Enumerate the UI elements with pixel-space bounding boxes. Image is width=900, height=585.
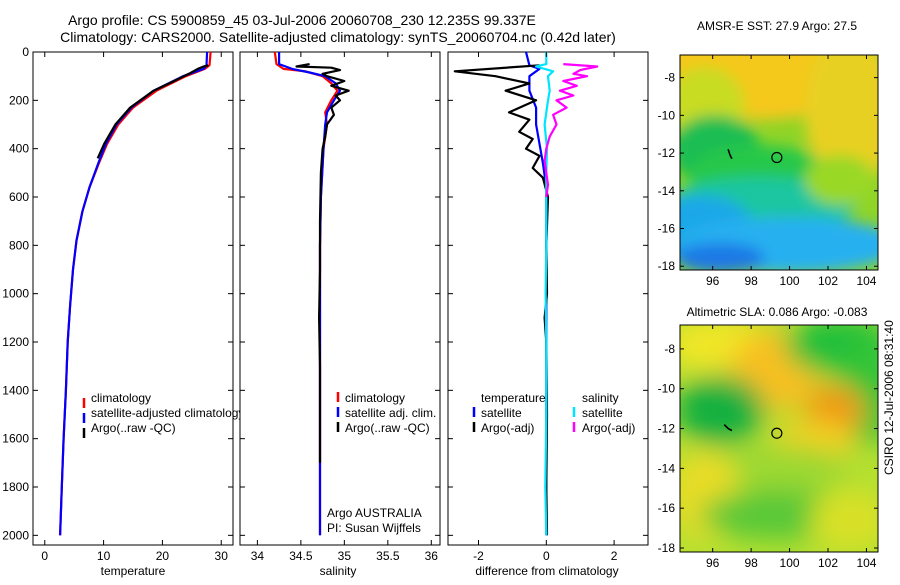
map-y-tick-label: -10 <box>658 382 676 396</box>
x-tick-label: 35 <box>338 549 352 563</box>
y-tick-label: 200 <box>9 93 29 107</box>
figure-title-line-1: Argo profile: CS 5900859_45 03-Jul-2006 … <box>68 12 536 28</box>
legend-title-salinity: salinity <box>582 391 619 405</box>
sla-map-frame <box>679 324 879 553</box>
map-y-tick-label: -18 <box>658 259 676 273</box>
map-x-tick-label: 100 <box>780 556 800 570</box>
sst-map-panel: AMSR-E SST: 27.9 Argo: 27.5 96 98 100 102 10… <box>658 19 879 288</box>
map-y-tick-label: -12 <box>658 422 676 436</box>
map-x-tick-label: 104 <box>856 274 876 288</box>
legend-title-temperature: temperature <box>481 391 546 405</box>
y-tick-label: 0 <box>22 45 29 59</box>
argo-float-position-marker <box>771 427 783 439</box>
x-tick-label: 34.5 <box>289 549 313 563</box>
legend-label-argo: Argo(..raw -QC) <box>345 421 430 435</box>
sst-map-frame <box>679 54 879 271</box>
argo-australia-annotation: Argo AUSTRALIA <box>327 506 422 520</box>
map-y-tick-label: -12 <box>658 146 676 160</box>
map-y-tick-label: -16 <box>658 501 676 515</box>
difference-plot-frame <box>447 51 649 546</box>
temperature-profile-panel: 0 10 20 30 0 200 400 600 800 1000 1200 1400 1600 1800… <box>2 45 244 578</box>
csiro-timestamp: CSIRO 12-Jul-2006 08:31:40 <box>882 320 896 475</box>
map-y-tick-label: -16 <box>658 222 676 236</box>
y-tick-label: 400 <box>9 142 29 156</box>
temperature-legend: climatology satellite-adjusted climatolo… <box>82 391 244 438</box>
sst-heatmap-field <box>680 55 878 270</box>
series-line-salinity-argo-adj <box>543 63 599 198</box>
x-tick-label: 0 <box>41 549 48 563</box>
float-track <box>727 149 733 160</box>
salinity-plot-frame <box>239 51 441 546</box>
map-x-tick-label: 100 <box>780 274 800 288</box>
float-track <box>723 424 733 432</box>
sla-heatmap-field <box>680 325 878 552</box>
legend-label-satellite-adjusted: satellite-adjusted climatology <box>91 406 244 420</box>
map-x-tick-label: 102 <box>818 556 838 570</box>
salinity-profile-panel: 34 34.5 35 35.5 36 salinity climatology sate… <box>239 51 441 578</box>
map-x-tick-label: 104 <box>856 556 876 570</box>
legend-label-temp-argo: Argo(-adj) <box>481 421 534 435</box>
difference-profile-panel: -2 0 2 difference from climatology tempera… <box>447 51 649 578</box>
x-tick-label: 34 <box>251 549 265 563</box>
y-tick-label: 1800 <box>2 480 29 494</box>
map-x-tick-label: 102 <box>818 274 838 288</box>
sla-map-panel: Altimetric SLA: 0.086 Argo: -0.083 96 98 1… <box>658 305 879 570</box>
y-tick-label: 1200 <box>2 335 29 349</box>
x-tick-label: 30 <box>215 549 229 563</box>
map-y-tick-label: -8 <box>664 71 675 85</box>
map-x-tick-label: 96 <box>706 556 720 570</box>
legend-label-sal-satellite: satellite <box>582 406 623 420</box>
legend-label-sal-argo: Argo(-adj) <box>582 421 635 435</box>
argo-float-position-marker <box>771 151 783 164</box>
y-tick-label: 1400 <box>2 383 29 397</box>
x-tick-label: 10 <box>97 549 111 563</box>
temperature-plot-frame <box>32 51 234 546</box>
map-x-tick-label: 98 <box>744 556 758 570</box>
x-tick-label: 20 <box>156 549 170 563</box>
legend-label-climatology: climatology <box>345 391 405 405</box>
legend-label-climatology: climatology <box>91 391 151 405</box>
salinity-legend: climatology satellite adj. clim. Argo(..… <box>336 391 436 435</box>
x-tick-label: 36 <box>425 549 439 563</box>
pi-annotation: PI: Susan Wijffels <box>327 521 421 535</box>
y-tick-label: 2000 <box>2 528 29 542</box>
x-tick-label: -2 <box>473 549 484 563</box>
sst-map-title: AMSR-E SST: 27.9 Argo: 27.5 <box>697 19 857 33</box>
y-tick-label: 1000 <box>2 287 29 301</box>
difference-xlabel: difference from climatology <box>475 564 618 578</box>
map-x-tick-label: 98 <box>744 274 758 288</box>
map-y-tick-label: -18 <box>658 541 676 555</box>
figure-title-line-2: Climatology: CARS2000. Satellite-adjuste… <box>60 29 616 45</box>
map-y-tick-label: -14 <box>658 461 676 475</box>
map-y-tick-label: -8 <box>664 342 675 356</box>
y-tick-label: 600 <box>9 190 29 204</box>
legend-label-satellite-adj: satellite adj. clim. <box>345 406 436 420</box>
legend-label-argo: Argo(..raw -QC) <box>91 421 176 435</box>
temperature-xlabel: temperature <box>101 564 166 578</box>
map-x-tick-label: 96 <box>706 274 720 288</box>
salinity-xlabel: salinity <box>320 564 357 578</box>
map-y-tick-label: -14 <box>658 184 676 198</box>
x-tick-label: 35.5 <box>376 549 400 563</box>
x-tick-label: 0 <box>543 549 550 563</box>
series-line-argo-raw-qc <box>295 63 350 463</box>
x-tick-label: 2 <box>611 549 618 563</box>
y-tick-label: 800 <box>9 238 29 252</box>
map-y-tick-label: -10 <box>658 108 676 122</box>
series-line-salinity-satellite <box>534 52 555 536</box>
legend-label-temp-satellite: satellite <box>481 406 522 420</box>
series-line-argo-raw-qc <box>96 64 209 159</box>
difference-legend: temperature satellite Argo(-adj) salinit… <box>472 391 635 435</box>
sla-map-title: Altimetric SLA: 0.086 Argo: -0.083 <box>687 305 868 319</box>
y-tick-label: 1600 <box>2 432 29 446</box>
